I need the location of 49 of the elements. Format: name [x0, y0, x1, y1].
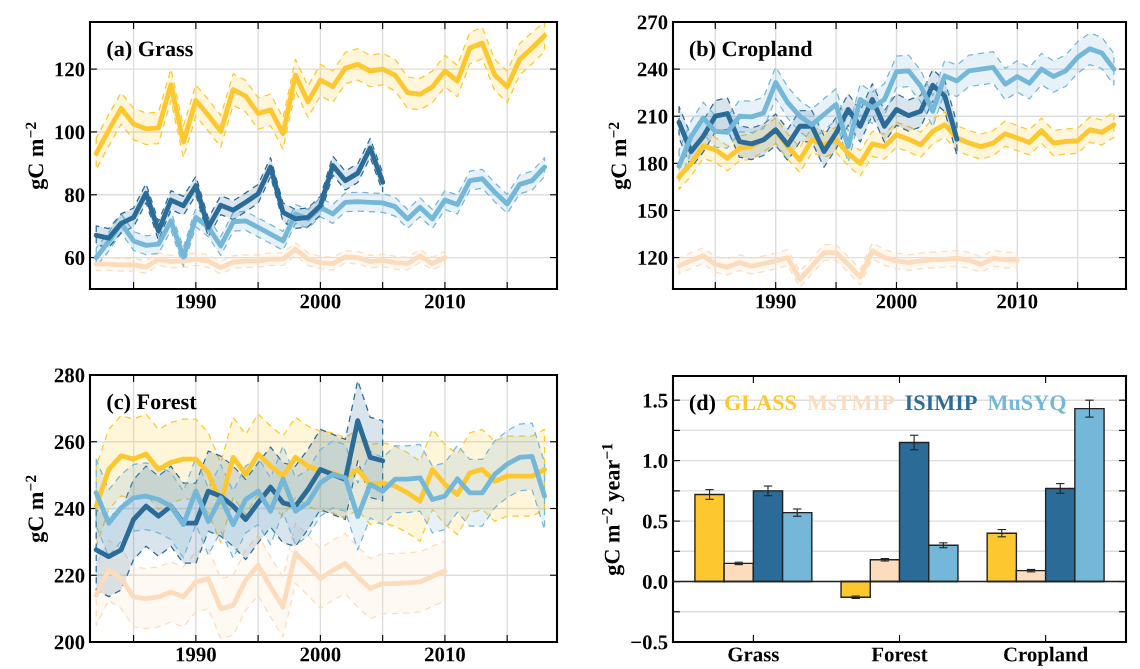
y-tick-label: 1.0 [643, 454, 668, 469]
y-tick-label: 240 [637, 62, 668, 77]
text: GLASS [725, 395, 797, 411]
x-tick-label: Grass [728, 647, 779, 662]
y-tick-label: 120 [55, 62, 85, 77]
y-tick-label: 280 [54, 368, 85, 383]
text: (c) Forest [107, 393, 197, 414]
y-tick-label: 80 [65, 188, 85, 203]
y-tick-label: 150 [638, 203, 668, 218]
y-tick-label: 200 [54, 635, 85, 650]
y-axis-title: gC m$^{−2}$ year$^{−1}$ [602, 443, 625, 576]
y-tick-label: 60 [65, 250, 85, 266]
x-tick-label: Cropland [1003, 646, 1089, 666]
y-tick-label: 180 [638, 156, 668, 171]
text: MsTMIP [807, 395, 894, 411]
y-tick-label: 0.0 [642, 574, 668, 590]
text: (b) Cropland [689, 40, 813, 61]
line-series [93, 145, 386, 241]
y-tick-label: 270 [637, 15, 668, 30]
y-tick-label: 1.5 [643, 393, 668, 408]
y-tick-label: 260 [54, 435, 85, 450]
y-axis-title: gC m$^{−2}$ [25, 475, 49, 543]
x-tick-label: 2010 [424, 647, 465, 662]
y-axis-title: gC m$^{−2}$ [608, 122, 632, 190]
y-axis-title: gC m$^{−2}$ [25, 122, 49, 190]
y-tick-label: 220 [54, 568, 85, 583]
x-tick-label: 2010 [424, 294, 465, 309]
y-tick-label: 120 [638, 250, 668, 266]
series-label: MuSYQ [987, 395, 1066, 414]
x-tick-label: 2000 [300, 294, 341, 309]
y-tick-label: 210 [637, 109, 668, 124]
line-series [676, 248, 1020, 282]
x-tick-label: 1990 [176, 647, 216, 662]
y-tick-label: −0.5 [631, 635, 668, 650]
x-tick-label: 2000 [300, 647, 341, 662]
y-tick-label: 240 [54, 501, 85, 516]
x-tick-label: Forest [871, 647, 928, 662]
line-series [93, 33, 547, 157]
y-tick-label: 0.5 [642, 514, 668, 529]
line-series [93, 454, 547, 527]
text: (d) [689, 394, 716, 415]
series-label: ISIMIP [905, 395, 977, 411]
y-tick-label: 100 [55, 125, 85, 140]
x-tick-label: 1990 [756, 294, 796, 309]
x-tick-label: 2000 [876, 294, 917, 309]
line-series [93, 550, 448, 612]
x-tick-label: 2010 [997, 294, 1038, 309]
x-tick-label: 1990 [176, 294, 216, 309]
text: (a) Grass [107, 40, 193, 61]
